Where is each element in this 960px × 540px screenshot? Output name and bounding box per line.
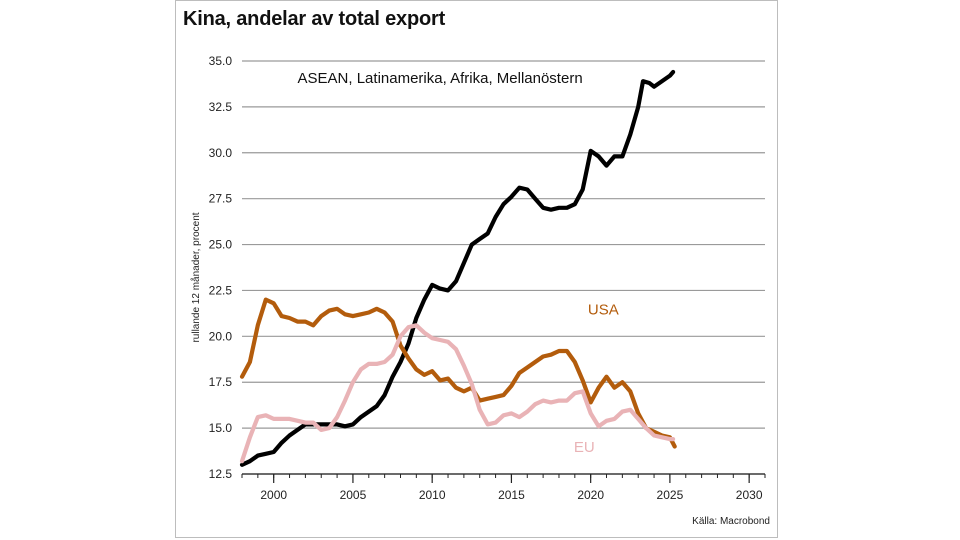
x-tick-label: 2020 bbox=[577, 488, 604, 502]
y-tick-label: 17.5 bbox=[209, 375, 233, 389]
series-line-asean bbox=[239, 69, 676, 467]
series-annotation: EU bbox=[574, 439, 595, 456]
y-axis-label: rullande 12 månader, procent bbox=[190, 212, 202, 342]
x-tick-label: 2010 bbox=[419, 488, 446, 502]
labels: rullande 12 månader, procent Källa: Macr… bbox=[190, 54, 770, 527]
x-tick-label: 2030 bbox=[736, 488, 763, 502]
series-annotation: ASEAN, Latinamerika, Afrika, Mellanöster… bbox=[298, 70, 583, 87]
grid-lines bbox=[242, 60, 765, 475]
y-tick-label: 12.5 bbox=[209, 467, 233, 481]
y-tick-label: 27.5 bbox=[209, 192, 233, 206]
y-tick-label: 20.0 bbox=[209, 329, 233, 343]
y-tick-label: 15.0 bbox=[209, 421, 233, 435]
y-tick-label: 35.0 bbox=[209, 54, 233, 68]
series-lines bbox=[239, 69, 677, 467]
x-tick-label: 2000 bbox=[260, 488, 287, 502]
y-tick-label: 22.5 bbox=[209, 283, 233, 297]
y-tick-label: 30.0 bbox=[209, 146, 233, 160]
x-tick-label: 2015 bbox=[498, 488, 525, 502]
y-tick-label: 25.0 bbox=[209, 238, 233, 252]
y-tick-label: 32.5 bbox=[209, 100, 233, 114]
x-tick-label: 2005 bbox=[340, 488, 367, 502]
series-line-usa bbox=[239, 297, 677, 449]
x-tick-label: 2025 bbox=[657, 488, 684, 502]
series-annotation: USA bbox=[588, 301, 619, 318]
chart-title: Kina, andelar av total export bbox=[183, 8, 446, 30]
series-line-eu bbox=[239, 323, 676, 464]
axes bbox=[241, 473, 766, 483]
source-note: Källa: Macrobond bbox=[692, 516, 770, 527]
